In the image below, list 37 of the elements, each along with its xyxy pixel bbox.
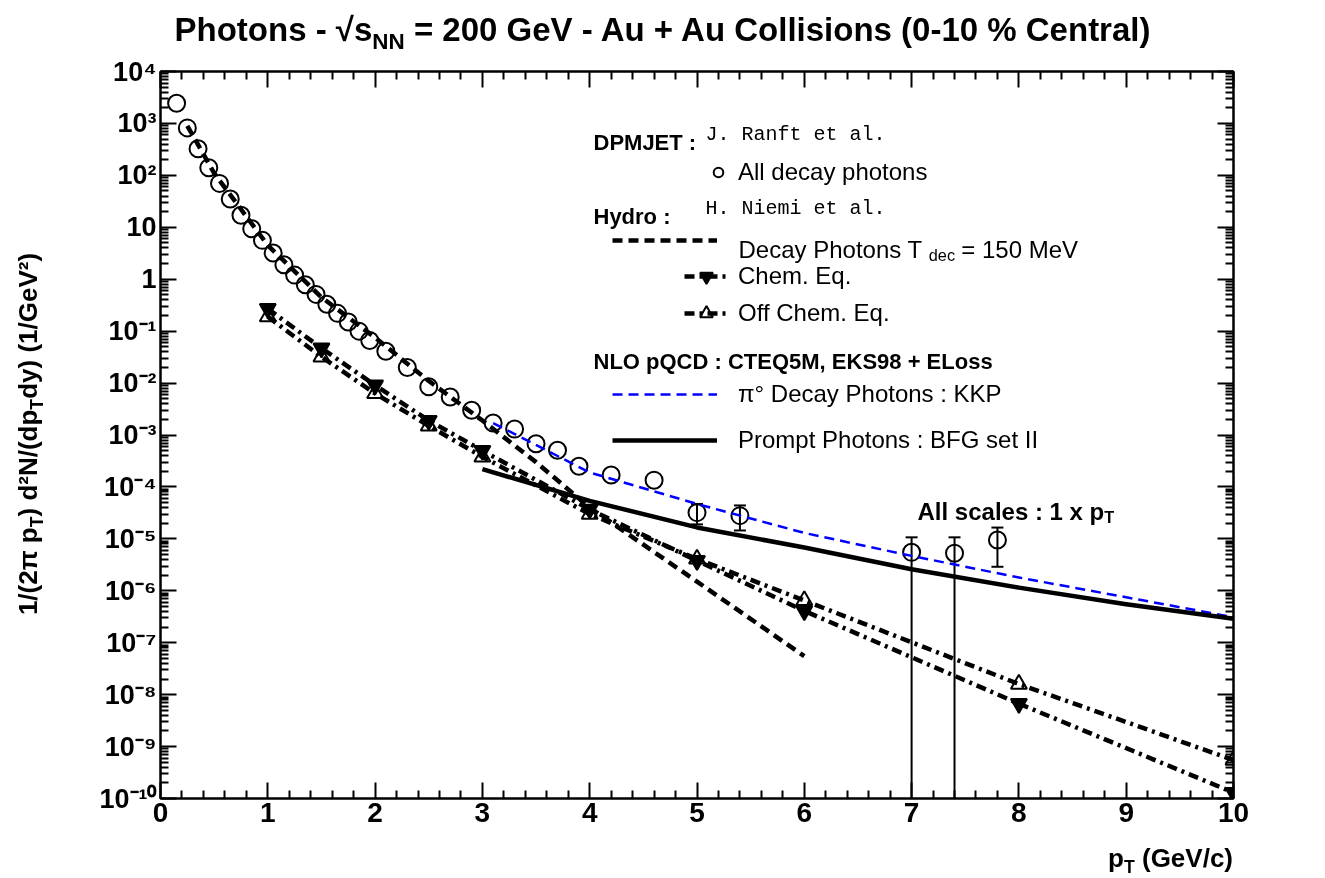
y-tick-label: 10⁻¹ [108,316,157,347]
y-tick-label: 10⁻⁵ [104,523,157,554]
legend-label: Chem. Eq. [738,262,852,290]
y-tick-label: 10⁴ [113,56,157,87]
y-tick-label: 10⁻⁹ [104,731,157,762]
x-tick-label: 4 [581,796,598,828]
y-tick-label: 10 [126,212,157,243]
chart-title: Photons - √s$_{NN}$ = 200 GeV - Au + Au Collisions (0-10 % Central) [173,10,1152,56]
y-tick-label: 10⁻⁷ [106,627,157,658]
legend-label: Off Chem. Eq. [738,299,890,327]
x-tick-label: 3 [474,796,491,828]
legend-label: Prompt Photons : BFG set II [738,426,1039,454]
y-tick-label: 10⁻⁴ [104,471,157,502]
annotation: J. Ranft et al. [705,123,886,146]
x-tick-label: 1 [260,796,276,828]
x-axis-title: p$_{T}$ (GeV/c) [1108,842,1233,878]
y-tick-label: 1 [141,264,157,295]
y-tick-label: 10⁻⁶ [105,575,157,606]
legend-label: π° Decay Photons : KKP [738,380,1002,408]
x-tick-label: 9 [1118,796,1134,828]
annotation: All scales : 1 x pT [917,498,1115,526]
y-tick-label: 10² [117,160,157,191]
x-tick-label: 2 [367,796,383,828]
y-tick-label: 10⁻³ [108,420,157,450]
y-tick-label: 10⁻⁸ [104,679,157,710]
annotation: DPMJET : [593,130,697,155]
annotation: H. Niemi et al. [705,197,886,220]
legend-label: All decay photons [738,158,928,186]
annotation: NLO pQCD : CTEQ5M, EKS98 + ELoss [593,349,993,374]
x-tick-label: 5 [689,796,705,828]
x-tick-label: 7 [903,796,920,828]
y-tick-label: 10⁻² [108,368,157,399]
annotation: Hydro : [593,204,671,229]
x-tick-label: 8 [1011,796,1027,828]
y-tick-label: 10³ [117,108,157,139]
x-tick-label: 6 [796,796,813,828]
x-tick-label: 10 [1217,796,1250,828]
